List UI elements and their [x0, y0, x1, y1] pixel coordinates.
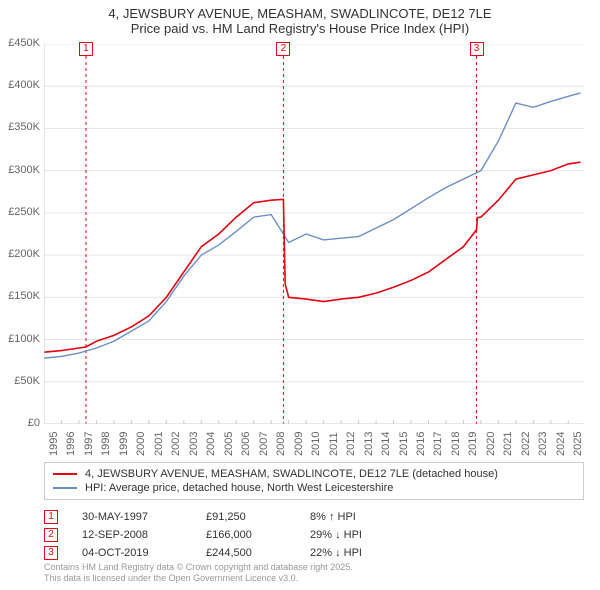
- x-tick-label: 2003: [188, 432, 200, 456]
- event-delta: 22% ↓ HPI: [310, 547, 430, 559]
- event-price: £166,000: [206, 529, 286, 541]
- x-tick-label: 2023: [537, 432, 549, 456]
- x-tick-label: 2022: [520, 432, 532, 456]
- x-tick-label: 2016: [415, 432, 427, 456]
- x-tick-label: 2008: [275, 432, 287, 456]
- event-delta: 29% ↓ HPI: [310, 529, 430, 541]
- x-tick-label: 1995: [48, 432, 60, 456]
- event-row: 1 30-MAY-1997 £91,250 8% ↑ HPI: [44, 508, 584, 526]
- x-tick-label: 2009: [293, 432, 305, 456]
- x-tick-label: 1996: [65, 432, 77, 456]
- event-date: 30-MAY-1997: [82, 511, 182, 523]
- x-tick-label: 2018: [450, 432, 462, 456]
- footer-line: Contains HM Land Registry data © Crown c…: [44, 562, 353, 573]
- chart-plot-area: [44, 44, 584, 424]
- event-row: 3 04-OCT-2019 £244,500 22% ↓ HPI: [44, 544, 584, 562]
- y-tick-label: £300K: [0, 164, 40, 176]
- x-tick-label: 2025: [572, 432, 584, 456]
- event-marker-on-chart: 1: [79, 42, 93, 56]
- x-tick-label: 1998: [100, 432, 112, 456]
- x-tick-label: 2021: [502, 432, 514, 456]
- x-tick-label: 2002: [170, 432, 182, 456]
- legend-swatch: [53, 487, 77, 489]
- x-tick-label: 2020: [485, 432, 497, 456]
- title-sub: Price paid vs. HM Land Registry's House …: [0, 21, 600, 36]
- legend: 4, JEWSBURY AVENUE, MEASHAM, SWADLINCOTE…: [44, 462, 584, 500]
- x-tick-label: 2013: [363, 432, 375, 456]
- x-tick-label: 2017: [432, 432, 444, 456]
- y-tick-label: £100K: [0, 333, 40, 345]
- event-marker-badge: 1: [44, 510, 58, 524]
- event-row: 2 12-SEP-2008 £166,000 29% ↓ HPI: [44, 526, 584, 544]
- event-price: £91,250: [206, 511, 286, 523]
- x-tick-label: 2019: [467, 432, 479, 456]
- titles: 4, JEWSBURY AVENUE, MEASHAM, SWADLINCOTE…: [0, 0, 600, 36]
- x-tick-label: 1999: [118, 432, 130, 456]
- legend-label: HPI: Average price, detached house, Nort…: [85, 482, 393, 494]
- event-date: 12-SEP-2008: [82, 529, 182, 541]
- chart-container: 4, JEWSBURY AVENUE, MEASHAM, SWADLINCOTE…: [0, 0, 600, 590]
- x-tick-label: 2004: [205, 432, 217, 456]
- legend-swatch: [53, 473, 77, 475]
- event-marker-badge: 3: [44, 546, 58, 560]
- event-delta: 8% ↑ HPI: [310, 511, 430, 523]
- x-tick-label: 2000: [135, 432, 147, 456]
- legend-label: 4, JEWSBURY AVENUE, MEASHAM, SWADLINCOTE…: [85, 468, 498, 480]
- x-tick-label: 2010: [310, 432, 322, 456]
- x-tick-label: 2012: [345, 432, 357, 456]
- chart-svg: [44, 44, 584, 424]
- x-tick-label: 2007: [258, 432, 270, 456]
- footer-line: This data is licensed under the Open Gov…: [44, 573, 353, 584]
- event-marker-on-chart: 3: [470, 42, 484, 56]
- x-tick-label: 2011: [328, 432, 340, 456]
- x-tick-label: 2006: [240, 432, 252, 456]
- y-tick-label: £350K: [0, 121, 40, 133]
- x-tick-label: 1997: [83, 432, 95, 456]
- x-tick-label: 2014: [380, 432, 392, 456]
- title-main: 4, JEWSBURY AVENUE, MEASHAM, SWADLINCOTE…: [0, 6, 600, 21]
- footer-attribution: Contains HM Land Registry data © Crown c…: [44, 562, 353, 584]
- x-tick-label: 2024: [555, 432, 567, 456]
- event-date: 04-OCT-2019: [82, 547, 182, 559]
- x-tick-label: 2005: [223, 432, 235, 456]
- y-tick-label: £50K: [0, 375, 40, 387]
- legend-item: HPI: Average price, detached house, Nort…: [53, 481, 575, 495]
- y-tick-label: £150K: [0, 290, 40, 302]
- y-tick-label: £200K: [0, 248, 40, 260]
- legend-item: 4, JEWSBURY AVENUE, MEASHAM, SWADLINCOTE…: [53, 467, 575, 481]
- event-price: £244,500: [206, 547, 286, 559]
- y-tick-label: £250K: [0, 206, 40, 218]
- event-marker-badge: 2: [44, 528, 58, 542]
- x-tick-label: 2001: [153, 432, 165, 456]
- x-tick-label: 2015: [398, 432, 410, 456]
- events-table: 1 30-MAY-1997 £91,250 8% ↑ HPI 2 12-SEP-…: [44, 508, 584, 562]
- event-marker-on-chart: 2: [276, 42, 290, 56]
- y-tick-label: £450K: [0, 37, 40, 49]
- y-tick-label: £400K: [0, 79, 40, 91]
- y-tick-label: £0: [0, 417, 40, 429]
